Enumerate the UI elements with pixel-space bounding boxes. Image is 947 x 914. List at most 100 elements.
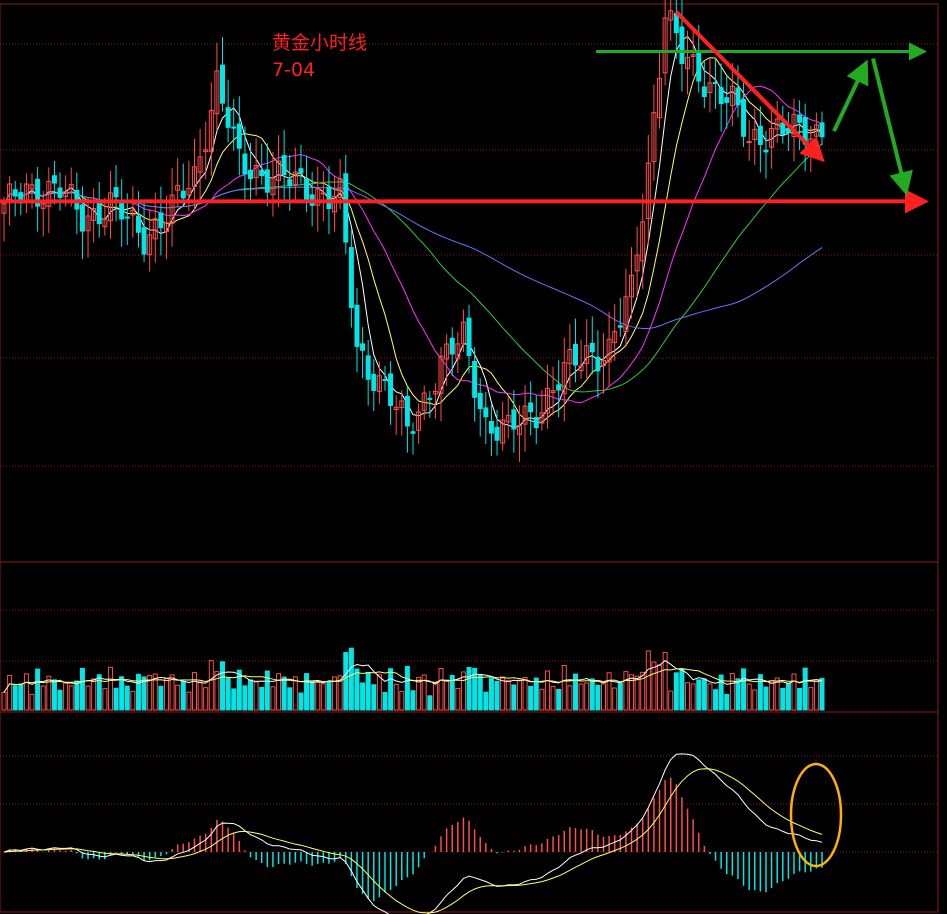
volume-bar [175, 684, 181, 711]
volume-bar [572, 673, 578, 711]
volume-bar [595, 684, 601, 711]
volume-bar [348, 647, 354, 711]
volume-ma-line [3, 668, 823, 693]
candle-body [769, 128, 775, 148]
volume-bar [68, 685, 74, 711]
volume-bar [640, 671, 646, 711]
candle-body [634, 254, 640, 272]
volume-bar [483, 691, 489, 711]
candle-body [231, 126, 237, 129]
candle-body [315, 188, 321, 206]
volume-bar [774, 677, 780, 711]
volume-bar [634, 675, 640, 711]
candle-body [259, 169, 265, 177]
candle-body [264, 169, 270, 193]
candle-body [332, 195, 338, 213]
candle-body [91, 208, 97, 222]
candle-body [713, 81, 719, 84]
volume-bar [791, 673, 797, 711]
volume-bar [46, 675, 52, 711]
candle-body [248, 169, 254, 180]
candle-body [343, 173, 349, 243]
candle-body [169, 194, 175, 224]
volume-bar [29, 693, 35, 711]
candle-body [287, 179, 293, 187]
volume-bar [180, 680, 186, 711]
candle-body [572, 343, 578, 366]
volume-bar [382, 691, 388, 711]
volume-bar [304, 673, 310, 711]
volume-bar [96, 674, 102, 711]
volume-bar [270, 686, 276, 711]
volume-bar [1, 691, 7, 711]
volume-bar [645, 650, 651, 711]
volume-bar [696, 679, 702, 711]
volume-bar [253, 681, 259, 711]
volume-bar [107, 666, 113, 711]
volume-bar [707, 683, 713, 711]
volume-bar [135, 673, 141, 711]
volume-bar [729, 673, 735, 711]
volume-bar [79, 667, 85, 711]
macd-dea-line [3, 768, 823, 914]
volume-bar [231, 688, 237, 711]
moving-average-line [3, 85, 823, 404]
volume-bar [102, 688, 108, 711]
volume-bar [320, 683, 326, 711]
volume-bar [472, 667, 478, 711]
volume-bar [477, 674, 483, 711]
moving-average-line [3, 57, 823, 424]
volume-bar [713, 689, 719, 711]
chart-title: 黄金小时线 7-04 [272, 30, 367, 84]
candle-body [746, 140, 752, 143]
volume-bar [449, 675, 455, 711]
volume-bar [18, 683, 24, 711]
volume-bar [281, 676, 287, 711]
candle-body [567, 348, 573, 365]
candle-body [186, 187, 192, 196]
candle-body [589, 342, 595, 353]
volume-bar [186, 691, 192, 711]
candle-body [197, 156, 203, 173]
candle-body [96, 202, 102, 225]
volume-bar [785, 682, 791, 711]
macd-dif-line [3, 753, 823, 914]
volume-bar [365, 671, 371, 711]
volume-bar [651, 661, 657, 711]
volume-bar [7, 674, 13, 711]
candle-body [617, 325, 623, 328]
volume-bar [236, 669, 242, 711]
volume-bar [427, 695, 433, 711]
candle-body [152, 218, 158, 240]
volume-bar [539, 688, 545, 711]
volume-bar [802, 667, 808, 711]
moving-average-line [3, 143, 823, 393]
volume-bar [214, 671, 220, 711]
candle-body [606, 338, 612, 363]
candle-body [220, 64, 226, 104]
candle-body [438, 355, 444, 394]
candle-body [651, 112, 657, 163]
candle-body [354, 304, 360, 347]
volume-bar [819, 677, 825, 711]
candle-body [281, 155, 287, 176]
candle-body [242, 153, 248, 175]
chart-title-text: 黄金小时线 [272, 32, 368, 54]
volume-bar [757, 674, 763, 711]
volume-bar [673, 672, 679, 711]
candle-body [752, 128, 758, 141]
volume-bar [399, 690, 405, 711]
candle-body [57, 187, 63, 198]
volume-bar [522, 677, 528, 711]
candle-body [668, 10, 674, 21]
volume-bar [152, 673, 158, 711]
candle-body [371, 373, 377, 391]
candle-body [707, 82, 713, 93]
volume-bar [388, 668, 394, 711]
candle-body [791, 113, 797, 138]
volume-bar [119, 676, 125, 711]
candle-body [432, 390, 438, 395]
volume-bar [735, 678, 741, 711]
chart-subtitle-text: 7-04 [272, 59, 316, 81]
candle-body [797, 114, 803, 123]
